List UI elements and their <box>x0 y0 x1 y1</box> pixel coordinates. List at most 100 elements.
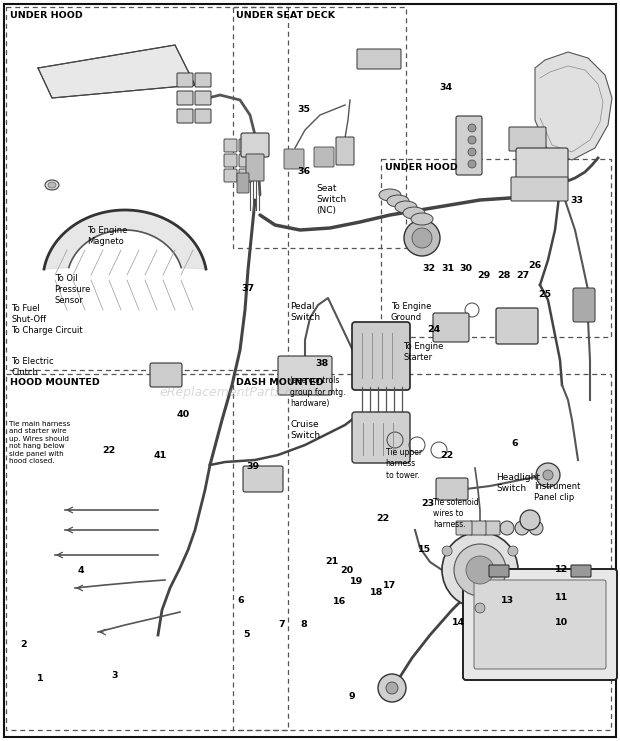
FancyBboxPatch shape <box>573 288 595 322</box>
Text: 21: 21 <box>326 557 339 566</box>
FancyBboxPatch shape <box>352 412 410 463</box>
FancyBboxPatch shape <box>177 91 193 105</box>
FancyBboxPatch shape <box>484 521 500 535</box>
Text: To Engine
Starter: To Engine Starter <box>403 342 443 362</box>
Bar <box>232 374 611 730</box>
Text: HOOD MOUNTED: HOOD MOUNTED <box>10 378 100 388</box>
Text: 28: 28 <box>497 271 510 280</box>
Text: 29: 29 <box>477 271 490 280</box>
FancyBboxPatch shape <box>496 308 538 344</box>
Text: 36: 36 <box>297 167 311 176</box>
FancyBboxPatch shape <box>314 147 334 167</box>
Text: 4: 4 <box>78 566 84 575</box>
Text: 6: 6 <box>237 596 244 605</box>
Text: To Oil
Pressure
Sensor: To Oil Pressure Sensor <box>55 274 91 305</box>
Text: 10: 10 <box>554 618 568 627</box>
FancyBboxPatch shape <box>357 49 401 69</box>
FancyBboxPatch shape <box>336 137 354 165</box>
Text: 26: 26 <box>528 261 541 270</box>
FancyBboxPatch shape <box>195 91 211 105</box>
Text: 18: 18 <box>370 588 384 597</box>
Text: eReplacementParts.com: eReplacementParts.com <box>159 386 312 399</box>
Text: 40: 40 <box>176 411 190 419</box>
FancyBboxPatch shape <box>177 109 193 123</box>
Bar <box>6 374 288 730</box>
Text: 35: 35 <box>298 105 310 114</box>
FancyBboxPatch shape <box>456 116 482 175</box>
FancyBboxPatch shape <box>474 580 606 669</box>
Text: Tie main harness
and starter wire
up. Wires should
not hang below
side panel wit: Tie main harness and starter wire up. Wi… <box>9 421 71 465</box>
Text: 13: 13 <box>500 596 514 605</box>
Text: Tie solenoid
wires to
harness.: Tie solenoid wires to harness. <box>433 498 479 529</box>
Text: 39: 39 <box>246 462 260 471</box>
Text: 15: 15 <box>418 545 432 554</box>
Text: UNDER HOOD: UNDER HOOD <box>385 163 458 173</box>
Text: 8: 8 <box>301 620 307 629</box>
FancyBboxPatch shape <box>150 363 182 387</box>
FancyBboxPatch shape <box>195 109 211 123</box>
Text: Cruise
Switch: Cruise Switch <box>290 420 321 440</box>
Text: 5: 5 <box>244 630 250 639</box>
Text: 11: 11 <box>554 593 568 602</box>
Circle shape <box>536 463 560 487</box>
Text: To Fuel
Shut-Off: To Fuel Shut-Off <box>11 304 46 324</box>
FancyBboxPatch shape <box>241 133 269 157</box>
Circle shape <box>529 521 543 535</box>
Text: 19: 19 <box>350 577 363 586</box>
Text: (see controls
group for mtg.
hardware): (see controls group for mtg. hardware) <box>290 376 346 408</box>
FancyBboxPatch shape <box>224 169 237 182</box>
FancyBboxPatch shape <box>239 139 252 152</box>
Ellipse shape <box>403 207 425 219</box>
FancyBboxPatch shape <box>511 177 568 201</box>
FancyBboxPatch shape <box>433 313 469 342</box>
Text: 22: 22 <box>376 514 389 523</box>
Circle shape <box>442 546 452 556</box>
Text: 41: 41 <box>153 451 167 460</box>
FancyBboxPatch shape <box>224 154 237 167</box>
Ellipse shape <box>379 189 401 201</box>
FancyBboxPatch shape <box>278 356 332 395</box>
Circle shape <box>520 510 540 530</box>
FancyBboxPatch shape <box>243 466 283 492</box>
Text: DASH MOUNTED: DASH MOUNTED <box>236 378 324 388</box>
Text: 23: 23 <box>421 499 435 508</box>
Circle shape <box>468 124 476 132</box>
Text: 27: 27 <box>516 271 529 280</box>
Text: 31: 31 <box>441 264 454 273</box>
Text: Headlight
Switch: Headlight Switch <box>496 473 540 493</box>
Circle shape <box>468 148 476 156</box>
Text: To Engine
Ground: To Engine Ground <box>391 302 431 322</box>
FancyBboxPatch shape <box>481 647 498 659</box>
Circle shape <box>404 220 440 256</box>
Circle shape <box>508 546 518 556</box>
FancyBboxPatch shape <box>237 173 249 193</box>
Text: 34: 34 <box>440 83 453 92</box>
Text: 16: 16 <box>333 597 347 606</box>
Text: 32: 32 <box>422 264 436 273</box>
FancyBboxPatch shape <box>470 521 486 535</box>
Text: 9: 9 <box>349 692 355 701</box>
Ellipse shape <box>395 201 417 213</box>
Polygon shape <box>38 45 195 98</box>
Circle shape <box>412 228 432 248</box>
Bar <box>381 159 611 337</box>
Text: UNDER SEAT DECK: UNDER SEAT DECK <box>236 11 335 21</box>
Text: 2: 2 <box>20 640 27 649</box>
Text: 25: 25 <box>538 290 551 299</box>
Bar <box>6 7 288 370</box>
FancyBboxPatch shape <box>463 569 617 680</box>
Text: 1: 1 <box>37 674 43 682</box>
FancyBboxPatch shape <box>516 148 568 180</box>
FancyBboxPatch shape <box>456 521 472 535</box>
Text: 22: 22 <box>102 446 115 455</box>
FancyBboxPatch shape <box>239 154 252 167</box>
Text: 17: 17 <box>383 581 396 590</box>
Circle shape <box>386 682 398 694</box>
Circle shape <box>378 674 406 702</box>
Text: 38: 38 <box>316 359 329 368</box>
FancyBboxPatch shape <box>571 565 591 577</box>
Circle shape <box>454 544 506 596</box>
Circle shape <box>442 532 518 608</box>
Text: 20: 20 <box>340 566 354 575</box>
Text: To Engine
Magneto: To Engine Magneto <box>87 226 127 246</box>
